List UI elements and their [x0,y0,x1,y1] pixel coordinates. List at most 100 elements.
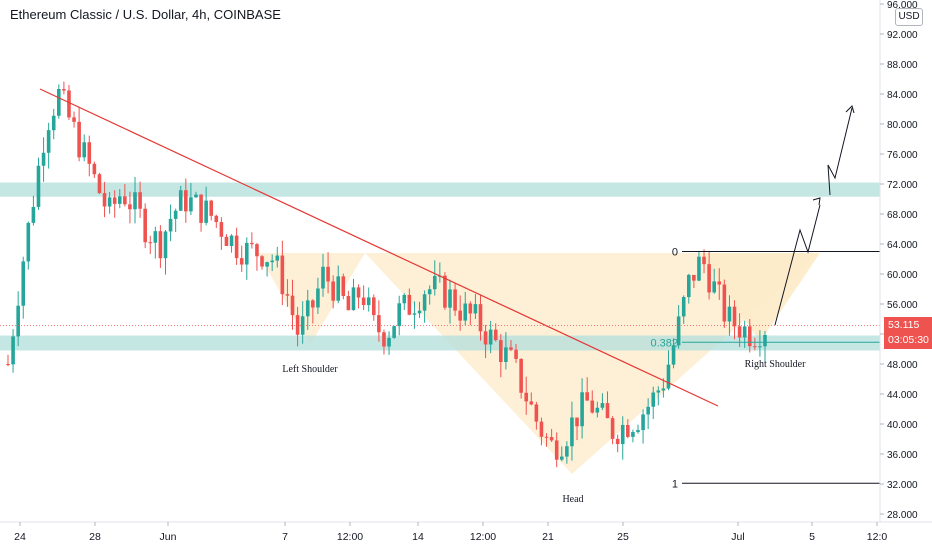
fib-level-label-0: 0 [672,247,678,259]
candle-body [697,256,701,281]
price-tick-label: 44.000 [887,390,918,401]
candle-body [605,403,610,419]
candle-body [36,165,41,207]
candle-body [382,332,386,347]
candle-body [41,152,46,166]
candle-body [712,281,716,293]
candle-body [539,421,544,437]
candle-body [504,347,508,363]
price-tick-label: 48.000 [887,360,918,371]
candle-body [184,190,188,212]
candle-body [499,340,503,363]
candle-body [702,256,706,265]
candle-body [717,281,722,285]
price-tick-label: 92.000 [887,30,918,41]
candle-body [331,281,335,301]
drawing-layer: 0 0.382 1 Left Shoulder Head Right Shoulder [0,88,880,505]
candle-body [626,424,630,437]
price-tick-label: 88.000 [887,60,918,71]
candle-body [265,262,269,267]
projection-path-1 [774,204,821,326]
candle-body [763,335,767,347]
candle-body [102,193,107,207]
candle-body [463,303,468,321]
candle-body [397,303,402,327]
candle-body [742,326,747,338]
candle-body [204,200,208,223]
candle-body [341,276,346,297]
time-tick-label: 25 [617,531,629,543]
candle-body [11,336,15,365]
candle-body [529,401,534,405]
candle-body [509,347,513,350]
candle-body [219,222,224,237]
candle-body [16,305,20,337]
time-tick-label: 24 [14,531,26,543]
candle-body [224,236,229,246]
candle-body [300,316,305,335]
candle-body [661,388,666,391]
sr-zone-1 [0,335,880,351]
candle-body [641,414,645,431]
candle-body [250,242,254,245]
candle-body [255,244,259,257]
pattern-label-2: Right Shoulder [745,359,807,370]
chart-title: Ethereum Classic / U.S. Dollar, 4h, COIN… [8,6,283,23]
sr-zone-0 [0,182,880,197]
time-tick-label: 28 [89,531,101,543]
projection-path-2 [827,107,853,196]
candle-body [77,121,81,158]
time-tick-label: 7 [282,531,288,543]
candle-body [692,274,696,281]
candle-body [412,313,417,315]
price-tick-label: 56.000 [887,300,918,311]
candle-body [631,432,635,437]
candle-body [488,329,493,345]
candle-body [239,258,244,265]
fib-level-label-1: 0.382 [650,337,678,349]
candle-body [123,196,127,205]
candle-body [112,197,117,204]
candle-body [519,358,523,393]
price-tick-label: 76.000 [887,150,918,161]
candle-body [189,197,193,212]
candle-body [366,297,371,306]
candle-body [21,261,26,306]
candle-body [158,231,163,259]
candle-body [305,300,310,317]
candle-body [570,417,574,447]
candle-body [443,275,447,308]
currency-badge[interactable]: USD [895,8,923,26]
candle-body [722,284,727,322]
bar-countdown: 03:05:30 [888,334,929,346]
candle-body [336,276,341,301]
candle-body [285,294,290,296]
candle-body [554,440,559,460]
candle-body [361,297,366,306]
candle-body [275,255,280,261]
candle-body [758,346,762,348]
candle-body [600,403,605,408]
candle-body [422,294,427,311]
candle-body [290,295,295,316]
candle-body [346,296,351,311]
candle-body [681,297,686,317]
candle-body [97,174,102,194]
candle-body [57,89,61,116]
candle-body [87,142,92,164]
candle-body [656,390,661,393]
candle-body [590,400,595,413]
candle-body [559,456,564,460]
candle-body [514,349,518,359]
candle-body [178,190,183,211]
time-tick-label: 12:00 [337,531,363,543]
candle-body [92,163,97,175]
candle-body [615,438,620,445]
candle-body [448,289,452,308]
price-tick-label: 28.000 [887,510,918,521]
candle-body [387,337,391,347]
time-tick-label: 12:00 [470,531,496,543]
candle-body [209,200,214,216]
price-tick-label: 40.000 [887,420,918,431]
